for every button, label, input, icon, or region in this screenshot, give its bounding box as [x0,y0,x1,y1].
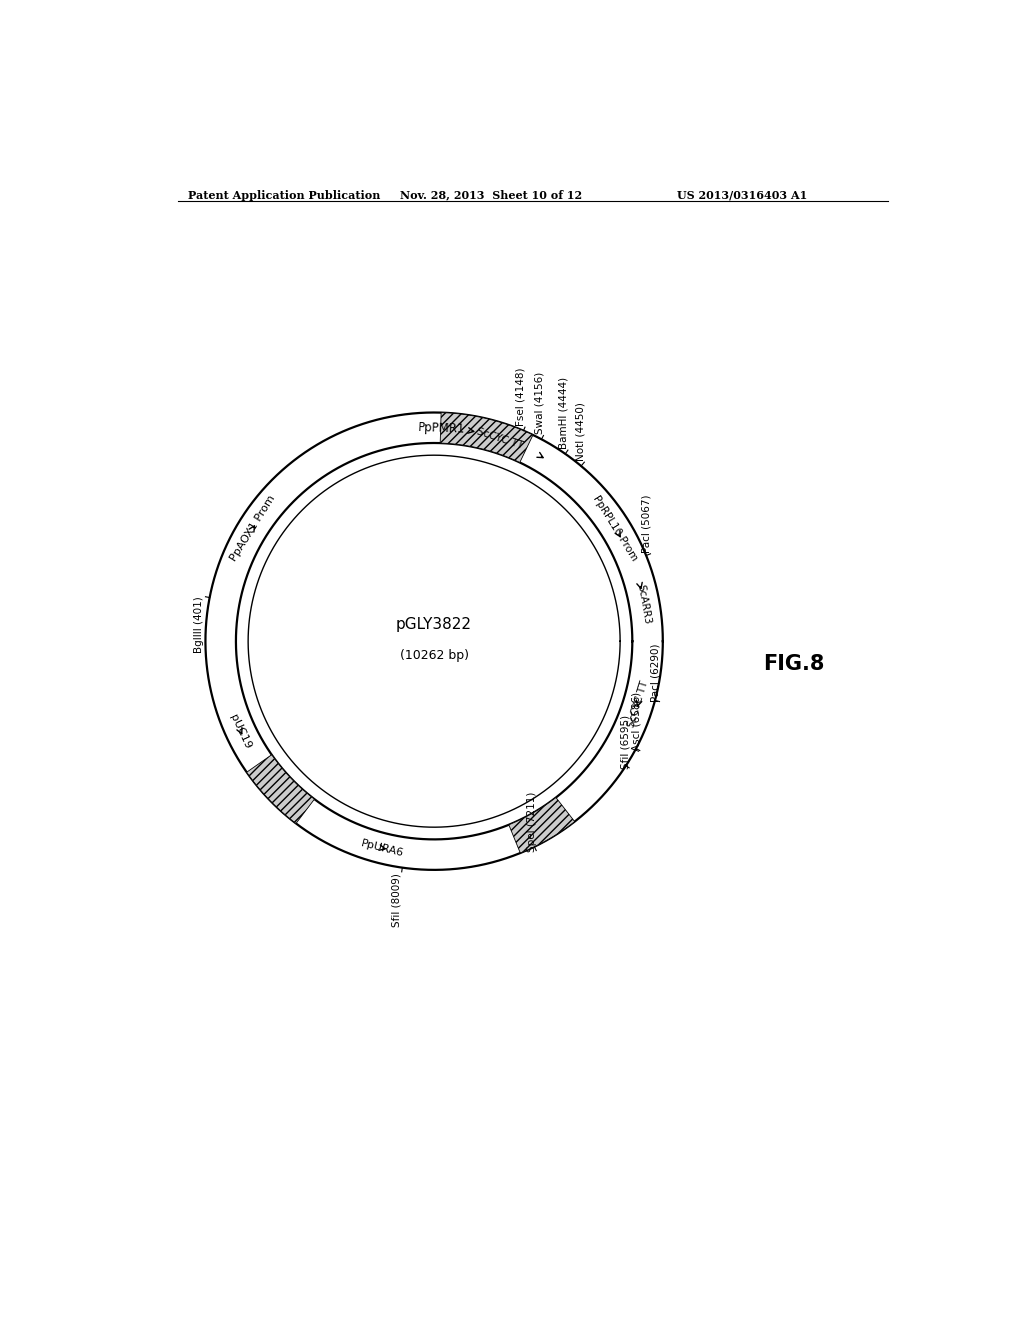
Text: AscI (6586): AscI (6586) [631,692,641,751]
Polygon shape [509,797,574,853]
Text: SfiI (6595): SfiI (6595) [621,714,631,768]
Text: BglIII (401): BglIII (401) [194,597,204,653]
Text: BamHI (4444): BamHI (4444) [559,376,568,449]
Text: SpeI (7211): SpeI (7211) [527,792,537,851]
Text: NotI (4450): NotI (4450) [575,403,586,461]
Text: (10262 bp): (10262 bp) [399,648,469,661]
Text: PacI (6290): PacI (6290) [651,643,660,702]
Polygon shape [247,755,314,824]
Text: pGLY3822: pGLY3822 [396,616,472,632]
Text: Nov. 28, 2013  Sheet 10 of 12: Nov. 28, 2013 Sheet 10 of 12 [400,190,583,201]
Text: PacI (5067): PacI (5067) [642,495,652,553]
Text: ScCYC TT: ScCYC TT [475,426,524,450]
Text: SwaI (4156): SwaI (4156) [535,372,544,434]
Text: pUC19: pUC19 [228,713,253,750]
Text: PpAOX1 Prom: PpAOX1 Prom [228,494,278,562]
Text: ScCYC TT: ScCYC TT [627,678,650,729]
Text: SfiI (8009): SfiI (8009) [391,874,401,927]
Text: PpURA6: PpURA6 [360,838,404,858]
Text: US 2013/0316403 A1: US 2013/0316403 A1 [677,190,808,201]
Text: FIG.8: FIG.8 [763,655,824,675]
Text: FseI (4148): FseI (4148) [516,367,525,426]
Polygon shape [440,413,532,462]
Text: PpRPL10 Prom: PpRPL10 Prom [591,494,639,562]
Text: PpPMR1: PpPMR1 [418,421,466,436]
Text: ScARR3: ScARR3 [636,583,652,624]
Text: Patent Application Publication: Patent Application Publication [188,190,381,201]
